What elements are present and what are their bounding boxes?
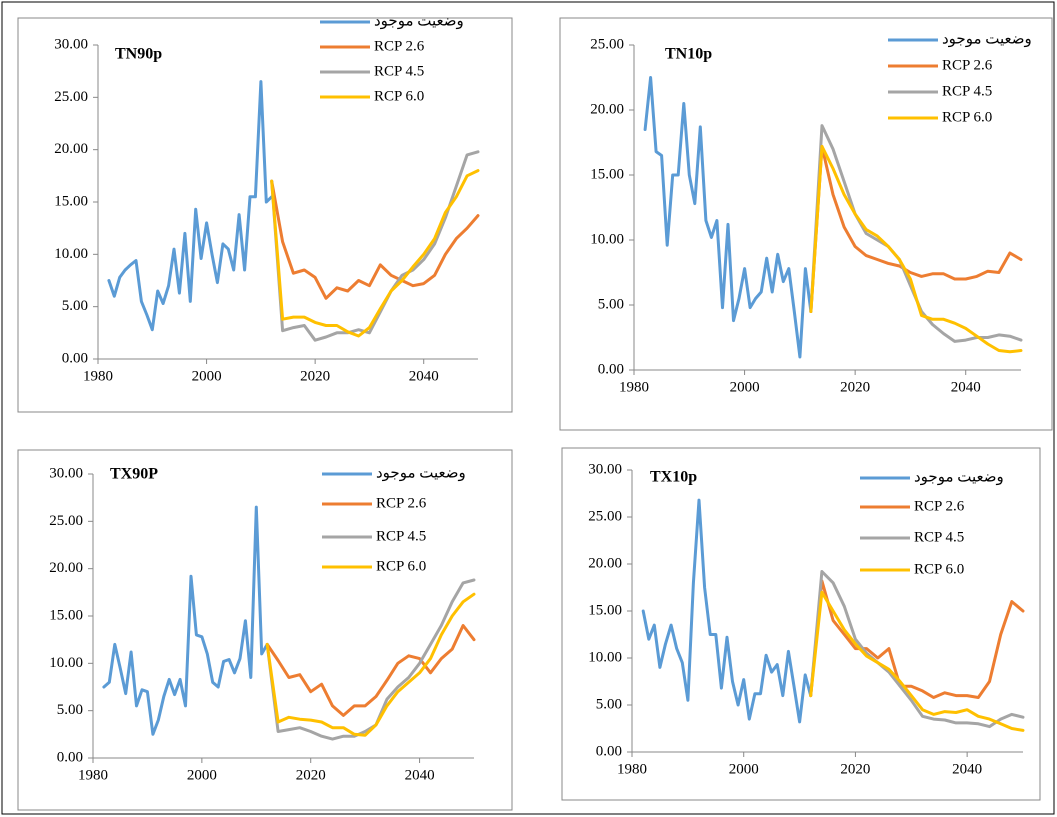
legend-label: RCP 4.5	[374, 63, 424, 79]
panel	[561, 447, 1041, 801]
y-tick-label: 15.00	[49, 607, 83, 623]
series-line	[641, 498, 813, 724]
series-line	[270, 150, 480, 342]
x-tick-label: 1980	[617, 761, 647, 777]
series-line	[809, 579, 1025, 699]
legend-label: وضعيت موجود	[374, 13, 464, 29]
y-tick-label: 30.00	[49, 465, 83, 481]
legend-label: RCP 4.5	[942, 83, 992, 99]
y-tick-label: 5.00	[596, 696, 622, 712]
y-tick-label: 10.00	[590, 231, 624, 247]
x-tick-label: 1980	[83, 368, 113, 384]
y-tick-label: 25.00	[590, 36, 624, 52]
y-tick-label: 0.00	[57, 749, 83, 765]
x-tick-label: 2020	[840, 761, 870, 777]
panel	[17, 449, 513, 811]
y-tick-label: 5.00	[62, 298, 88, 314]
x-tick-label: 2040	[405, 767, 435, 783]
x-tick-label: 2000	[187, 767, 217, 783]
y-tick-label: 10.00	[49, 655, 83, 671]
x-tick-label: 2000	[730, 379, 760, 395]
x-tick-label: 2020	[840, 379, 870, 395]
x-tick-label: 1980	[619, 379, 649, 395]
legend-label: RCP 2.6	[942, 57, 993, 73]
y-tick-label: 20.00	[54, 141, 88, 157]
series-line	[809, 570, 1025, 729]
legend-label: RCP 6.0	[914, 561, 964, 577]
x-tick-label: 2000	[192, 368, 222, 384]
chart-title: TN90p	[115, 46, 162, 63]
series-line	[265, 624, 476, 717]
series-line	[809, 144, 1023, 354]
series-line	[102, 505, 269, 736]
y-tick-label: 15.00	[54, 193, 88, 209]
y-tick-label: 0.00	[598, 361, 624, 377]
legend-label: وضعيت موجود	[942, 31, 1032, 47]
y-tick-label: 15.00	[588, 602, 622, 618]
panel	[17, 17, 513, 413]
y-tick-label: 0.00	[62, 350, 88, 366]
legend-label: RCP 2.6	[374, 38, 425, 54]
y-tick-label: 30.00	[588, 461, 622, 477]
legend-label: RCP 4.5	[376, 528, 426, 544]
x-tick-label: 2040	[952, 761, 982, 777]
y-tick-label: 20.00	[588, 555, 622, 571]
y-tick-label: 25.00	[49, 513, 83, 529]
y-tick-label: 25.00	[588, 508, 622, 524]
y-tick-label: 5.00	[57, 702, 83, 718]
y-tick-label: 5.00	[598, 296, 624, 312]
y-tick-label: 10.00	[54, 246, 88, 262]
y-tick-label: 30.00	[54, 36, 88, 52]
panel	[559, 17, 1053, 431]
legend-label: RCP 4.5	[914, 529, 964, 545]
legend-label: وضعيت موجود	[376, 465, 466, 481]
legend-label: RCP 6.0	[942, 109, 992, 125]
chart-title: TX10p	[650, 469, 697, 486]
x-tick-label: 1980	[78, 767, 108, 783]
series-line	[107, 80, 274, 332]
y-tick-label: 0.00	[596, 743, 622, 759]
legend-label: RCP 2.6	[914, 498, 965, 514]
y-tick-label: 25.00	[54, 89, 88, 105]
series-line	[270, 179, 480, 300]
series-line	[265, 592, 476, 737]
chart-title: TX90P	[110, 466, 158, 483]
x-tick-label: 2040	[409, 368, 439, 384]
legend-label: RCP 2.6	[376, 495, 427, 511]
x-tick-label: 2020	[300, 368, 330, 384]
y-tick-label: 20.00	[49, 560, 83, 576]
series-line	[643, 76, 813, 359]
series-line	[270, 169, 480, 338]
y-tick-label: 10.00	[588, 649, 622, 665]
x-tick-label: 2000	[729, 761, 759, 777]
legend-label: RCP 6.0	[376, 558, 426, 574]
y-tick-label: 20.00	[590, 101, 624, 117]
chart-title: TN10p	[665, 46, 712, 63]
x-tick-label: 2020	[296, 767, 326, 783]
legend-label: RCP 6.0	[374, 88, 424, 104]
x-tick-label: 2040	[951, 379, 981, 395]
series-line	[809, 590, 1025, 732]
y-tick-label: 15.00	[590, 166, 624, 182]
legend-label: وضعيت موجود	[914, 469, 1004, 485]
series-line	[809, 144, 1023, 313]
